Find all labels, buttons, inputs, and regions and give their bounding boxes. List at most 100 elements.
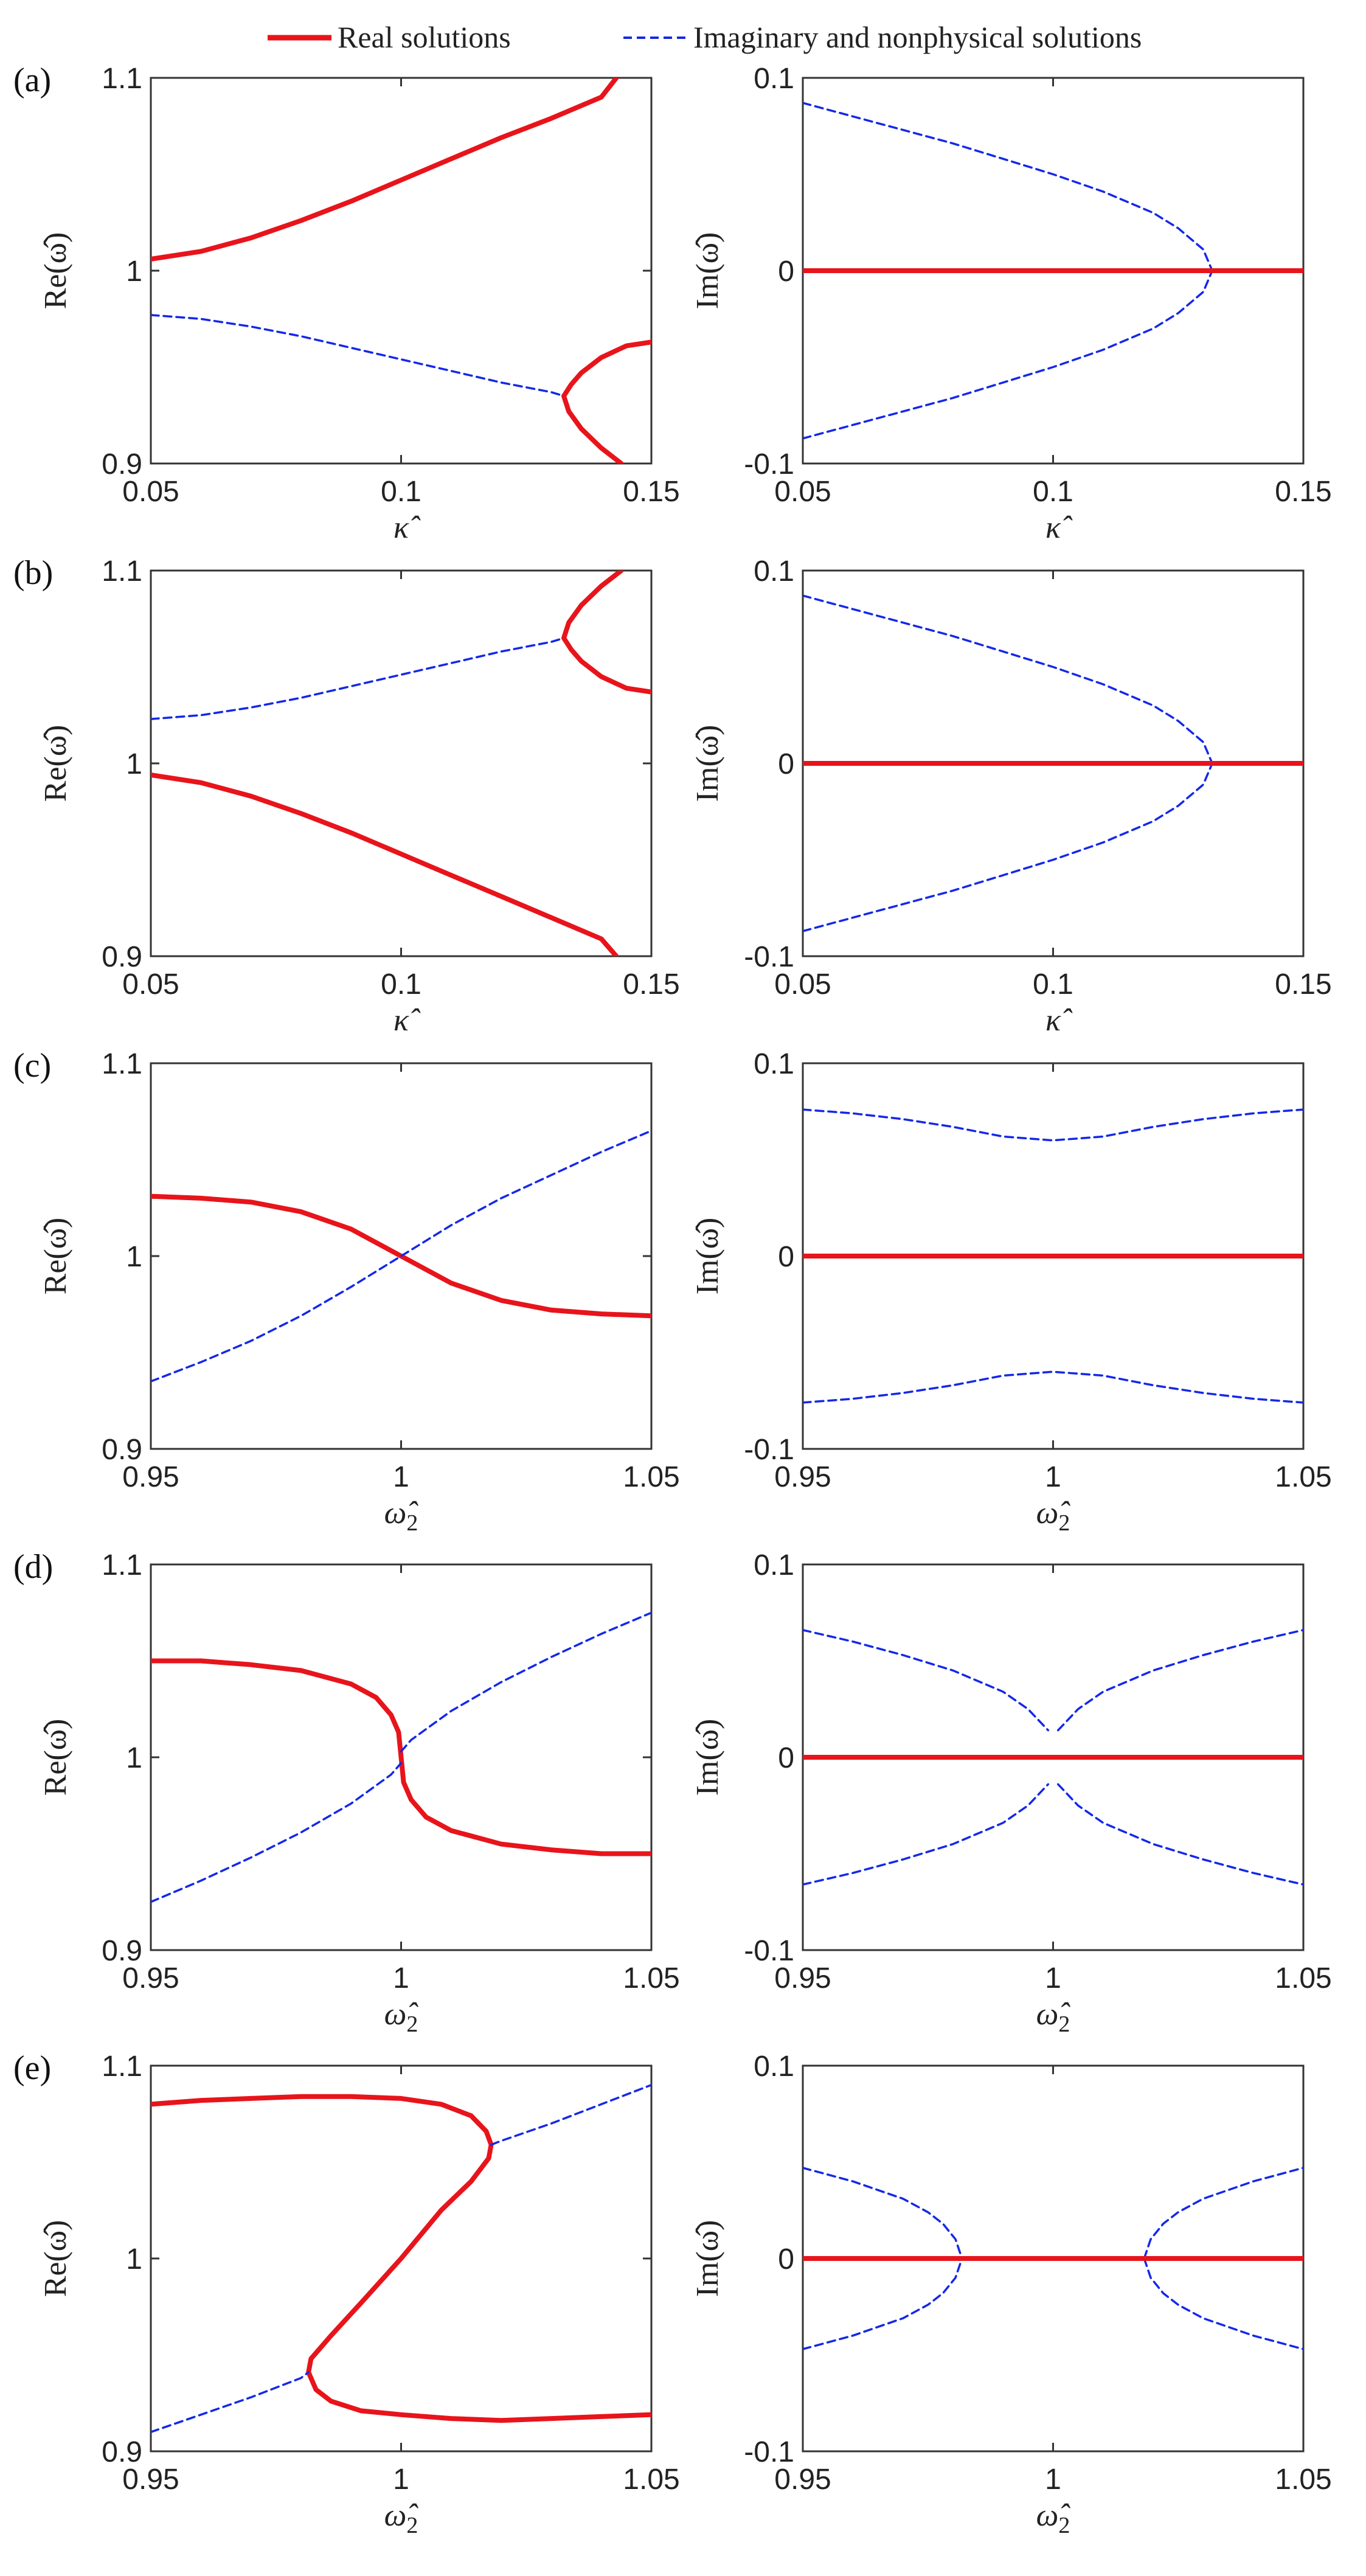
legend: Real solutions Imaginary and nonphysical… <box>268 20 1142 54</box>
y-tick-label: 0.1 <box>754 555 794 588</box>
y-tick-label: 0.9 <box>102 1434 142 1466</box>
y-tick-label: 1 <box>126 1742 142 1774</box>
imaginary-solution-line <box>151 2371 310 2434</box>
y-tick-label: 1.1 <box>102 2050 142 2083</box>
series-group <box>803 2167 1303 2350</box>
x-tick-label: 0.1 <box>1033 476 1073 508</box>
y-tick-label: 0.1 <box>754 2050 794 2083</box>
x-tick-label: 0.05 <box>122 476 179 508</box>
imaginary-solution-line <box>1143 2167 1303 2260</box>
y-tick-label: 0.1 <box>754 63 794 95</box>
series-group <box>151 1130 651 1383</box>
x-axis-label-subscript: 2 <box>406 1510 418 1536</box>
panel-e-im: 0.95 1 1.05 -0.1 0 0.1 ω̂2 Im(ω̂) <box>690 2050 1332 2538</box>
x-tick-label: 0.05 <box>774 476 831 508</box>
x-tick-label: 1.05 <box>1275 1461 1331 1493</box>
x-axis-label: ω̂2 <box>1036 2498 1071 2538</box>
x-axis-label: ω̂2 <box>1036 1997 1071 2037</box>
x-tick-label: 0.95 <box>774 2463 831 2496</box>
x-tick-label: 1.05 <box>1275 2463 1331 2496</box>
x-tick-label: 0.15 <box>623 968 679 1001</box>
x-tick-label: 0.95 <box>122 1962 179 1994</box>
y-tick-label: -0.1 <box>744 1935 794 1967</box>
y-tick-label: 1.1 <box>102 555 142 588</box>
panel-b-re: 0.05 0.1 0.15 0.9 1 1.1 κ̂ Re(ω̂) (b) <box>13 554 680 1038</box>
y-axis-label: Im(ω̂) <box>690 1719 725 1796</box>
axes-box <box>150 569 653 957</box>
y-tick-label: 0.9 <box>102 2436 142 2468</box>
panel-a-re: 0.05 0.1 0.15 0.9 1 1.1 κ̂ Re(ω̂) (a) <box>13 61 680 545</box>
imaginary-solution-line <box>803 2167 963 2260</box>
legend-imag-label: Imaginary and nonphysical solutions <box>693 20 1142 54</box>
imaginary-solution-line <box>803 102 1213 272</box>
panel-b-im: 0.05 0.1 0.15-0.100.1κ̂Im(ω̂) <box>690 555 1332 1038</box>
y-tick-label: 1 <box>126 255 142 288</box>
series-group <box>803 102 1303 440</box>
legend-real-label: Real solutions <box>338 20 511 54</box>
imaginary-solution-line <box>400 1611 651 1753</box>
x-axis-label: κ̂ <box>394 1003 421 1038</box>
x-tick-label: 0.15 <box>623 476 679 508</box>
y-tick-label: 1.1 <box>102 1549 142 1581</box>
imaginary-solution-line <box>803 1629 1050 1732</box>
x-tick-label: 0.1 <box>381 476 421 508</box>
x-tick-label: 1.05 <box>623 1461 679 1493</box>
y-tick-label: 0.9 <box>102 448 142 481</box>
x-tick-label: 0.15 <box>1275 476 1331 508</box>
x-tick-label: 0.1 <box>381 968 421 1001</box>
panel-d-im: 0.95 1 1.05 -0.1 0 0.1 ω̂2 Im(ω̂) <box>690 1549 1332 2037</box>
series-group <box>151 1611 651 1903</box>
panel-a-im: 0.05 0.1 0.15-0.100.1κ̂Im(ω̂) <box>690 63 1332 545</box>
y-tick-label: 1.1 <box>102 1048 142 1080</box>
imaginary-solution-line <box>803 1783 1050 1886</box>
x-axis-label: ω̂2 <box>384 1496 419 1536</box>
imaginary-solution-line <box>151 1762 403 1903</box>
y-axis-label: Re(ω̂) <box>38 725 73 802</box>
y-tick-label: 1.1 <box>102 63 142 95</box>
y-tick-label: 0 <box>778 2243 794 2276</box>
x-tick-label: 1.05 <box>1275 1962 1331 1994</box>
y-axis-label: Re(ω̂) <box>38 1719 73 1796</box>
imaginary-solution-line <box>803 1370 1303 1404</box>
y-tick-label: 0 <box>778 748 794 780</box>
y-tick-label: 1 <box>126 748 142 780</box>
x-axis-label: ω̂2 <box>384 1997 419 2037</box>
y-tick-label: 1 <box>126 1241 142 1273</box>
series-group <box>803 594 1303 932</box>
series-group <box>803 1629 1303 1886</box>
y-tick-label: 0 <box>778 255 794 288</box>
imaginary-solution-line <box>1143 2257 1303 2350</box>
x-tick-label: 1 <box>1045 1461 1061 1493</box>
imaginary-solution-line <box>803 269 1213 440</box>
imaginary-solution-line <box>1056 1783 1303 1886</box>
x-tick-label: 0.95 <box>122 1461 179 1493</box>
y-tick-label: -0.1 <box>744 1434 794 1466</box>
x-tick-label: 1.05 <box>623 1962 679 1994</box>
x-axis-label: κ̂ <box>394 510 421 545</box>
panel-d-re: 0.95 1 1.05 0.9 1 1.1 ω̂2 Re(ω̂) (d) <box>13 1548 680 2037</box>
imaginary-solution-line <box>490 2083 651 2146</box>
panel-label: (c) <box>13 1047 51 1085</box>
imaginary-solution-line <box>151 314 565 397</box>
y-tick-label: -0.1 <box>744 941 794 973</box>
series-group <box>151 571 651 956</box>
panel-c-re: 0.95 1 1.05 0.9 1 1.1 ω̂2 Re(ω̂) (c) <box>13 1047 680 1536</box>
y-tick-label: 0.1 <box>754 1549 794 1581</box>
panel-label: (b) <box>13 554 53 592</box>
y-axis-label: Im(ω̂) <box>690 232 725 310</box>
real-solution-line <box>151 2094 651 2423</box>
y-tick-label: -0.1 <box>744 2436 794 2468</box>
y-tick-label: 0 <box>778 1241 794 1273</box>
panel-label: (a) <box>13 61 51 99</box>
y-axis-label: Re(ω̂) <box>38 2220 73 2297</box>
axes-box <box>150 77 653 465</box>
x-axis-label-subscript: 2 <box>1058 2012 1070 2037</box>
y-tick-label: 0.9 <box>102 1935 142 1967</box>
x-tick-label: 0.05 <box>774 968 831 1001</box>
real-solution-line <box>151 1658 404 1760</box>
x-tick-label: 1 <box>393 1461 409 1493</box>
x-tick-label: 1 <box>1045 2463 1061 2496</box>
x-tick-label: 0.95 <box>122 2463 179 2496</box>
real-solution-line <box>561 571 651 695</box>
